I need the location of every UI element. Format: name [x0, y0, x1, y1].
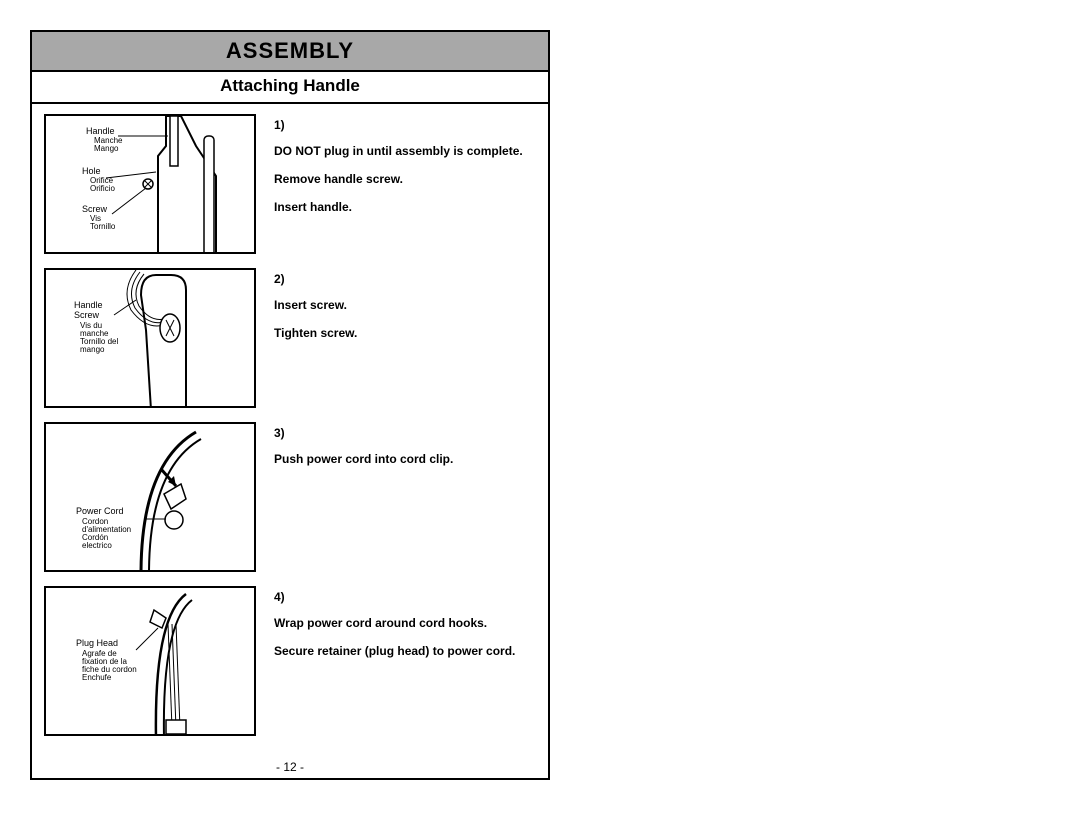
svg-text:Power Cord: Power Cord [76, 506, 124, 516]
step-number: 3) [274, 424, 536, 442]
step-line: Insert screw. [274, 296, 536, 314]
svg-text:Mango: Mango [94, 144, 119, 153]
svg-text:Orificio: Orificio [90, 184, 115, 193]
step-1-text: 1) DO NOT plug in until assembly is comp… [274, 114, 536, 226]
step-line: Push power cord into cord clip. [274, 450, 536, 468]
step-4-text: 4) Wrap power cord around cord hooks. Se… [274, 586, 536, 670]
step-line: Insert handle. [274, 198, 536, 216]
figure-2: Handle Screw Vis du manche Tornillo del … [44, 268, 256, 408]
content-area: Handle Manche Mango Hole Orifice Orifici… [32, 104, 548, 754]
step-line: Remove handle screw. [274, 170, 536, 188]
svg-text:Hole: Hole [82, 166, 101, 176]
svg-text:Handle: Handle [86, 126, 115, 136]
section-title: ASSEMBLY [32, 32, 548, 72]
svg-text:Tornillo: Tornillo [90, 222, 116, 231]
step-2-text: 2) Insert screw. Tighten screw. [274, 268, 536, 352]
step-line: DO NOT plug in until assembly is complet… [274, 142, 536, 160]
figure-1: Handle Manche Mango Hole Orifice Orifici… [44, 114, 256, 254]
step-4-row: Plug Head Agrafe de fixation de la fiche… [44, 586, 536, 736]
step-number: 4) [274, 588, 536, 606]
manual-page: ASSEMBLY Attaching Handle [30, 30, 550, 780]
step-number: 2) [274, 270, 536, 288]
step-line: Secure retainer (plug head) to power cor… [274, 642, 536, 660]
step-2-row: Handle Screw Vis du manche Tornillo del … [44, 268, 536, 408]
subsection-title: Attaching Handle [32, 72, 548, 104]
step-number: 1) [274, 116, 536, 134]
step-line: Tighten screw. [274, 324, 536, 342]
svg-text:mango: mango [80, 345, 105, 354]
svg-text:Enchufe: Enchufe [82, 673, 112, 682]
step-1-row: Handle Manche Mango Hole Orifice Orifici… [44, 114, 536, 254]
svg-text:Plug Head: Plug Head [76, 638, 118, 648]
step-3-text: 3) Push power cord into cord clip. [274, 422, 536, 478]
svg-text:Handle: Handle [74, 300, 103, 310]
step-line: Wrap power cord around cord hooks. [274, 614, 536, 632]
svg-text:Screw: Screw [82, 204, 108, 214]
page-number: - 12 - [32, 754, 548, 778]
figure-3: Power Cord Cordon d'alimentation Cordón … [44, 422, 256, 572]
step-3-row: Power Cord Cordon d'alimentation Cordón … [44, 422, 536, 572]
svg-text:electrico: electrico [82, 541, 112, 550]
svg-text:Screw: Screw [74, 310, 100, 320]
figure-4: Plug Head Agrafe de fixation de la fiche… [44, 586, 256, 736]
